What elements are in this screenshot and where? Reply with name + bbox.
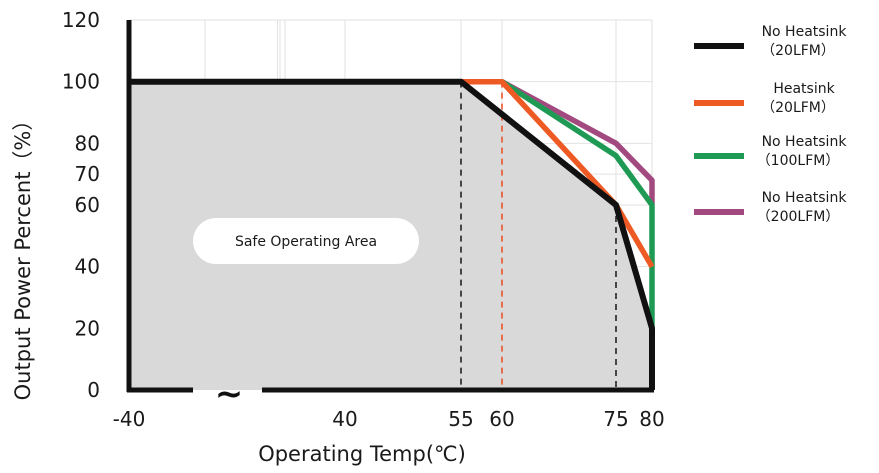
x-tick-label: 60 [489, 407, 514, 431]
legend-label: No Heatsink [762, 190, 848, 206]
x-axis-title: Operating Temp(℃) [258, 442, 466, 466]
legend-item-2: Heatsink （20LFM） [694, 81, 836, 116]
x-tick-label: 75 [603, 407, 628, 431]
legend-item-4: No Heatsink （200LFM） [694, 190, 847, 225]
y-tick-label: 80 [75, 131, 100, 155]
x-tick-label: -40 [113, 407, 146, 431]
x-tick-label: 80 [639, 407, 664, 431]
series-line-2 [461, 78, 655, 269]
y-tick-label: 40 [75, 255, 100, 279]
y-tick-label: 70 [75, 162, 100, 186]
y-tick-labels: 0 20 40 60 70 80 100 120 [62, 8, 100, 402]
callout-box [193, 218, 419, 264]
y-axis-title: Output Power Percent（%） [11, 110, 35, 401]
y-tick-label: 120 [62, 8, 100, 32]
legend-item-3: No Heatsink （100LFM） [694, 134, 847, 169]
series-line-1 [129, 78, 655, 390]
x-tick-label: 40 [332, 407, 357, 431]
axis-break-symbol: ~ [215, 374, 244, 414]
x-tick-labels: -40 40 55 60 75 80 [113, 407, 665, 431]
legend-item-1: No Heatsink （20LFM） [694, 24, 847, 59]
legend-sublabel: （200LFM） [757, 209, 840, 225]
x-tick-label: 55 [448, 407, 473, 431]
reference-lines [460, 81, 617, 390]
legend-sublabel: （20LFM） [761, 43, 835, 59]
legend-sublabel: （100LFM） [757, 153, 840, 169]
legend-label: Heatsink [773, 81, 835, 97]
series-line-4 [500, 79, 655, 205]
y-tick-label: 20 [75, 316, 100, 340]
legend-sublabel: （20LFM） [761, 100, 835, 116]
y-tick-label: 100 [62, 70, 100, 94]
axes: ~ [126, 20, 654, 414]
safe-area-callout: Safe Operating Area [193, 218, 419, 264]
legend-label: No Heatsink [762, 24, 848, 40]
callout-label: Safe Operating Area [235, 234, 377, 250]
legend: No Heatsink（20LFM）Heatsink（20LFM）No Heat… [694, 24, 847, 225]
legend-label: No Heatsink [762, 134, 848, 150]
y-tick-label: 60 [75, 193, 100, 217]
series-lines [129, 78, 655, 390]
y-tick-label: 0 [87, 378, 100, 402]
